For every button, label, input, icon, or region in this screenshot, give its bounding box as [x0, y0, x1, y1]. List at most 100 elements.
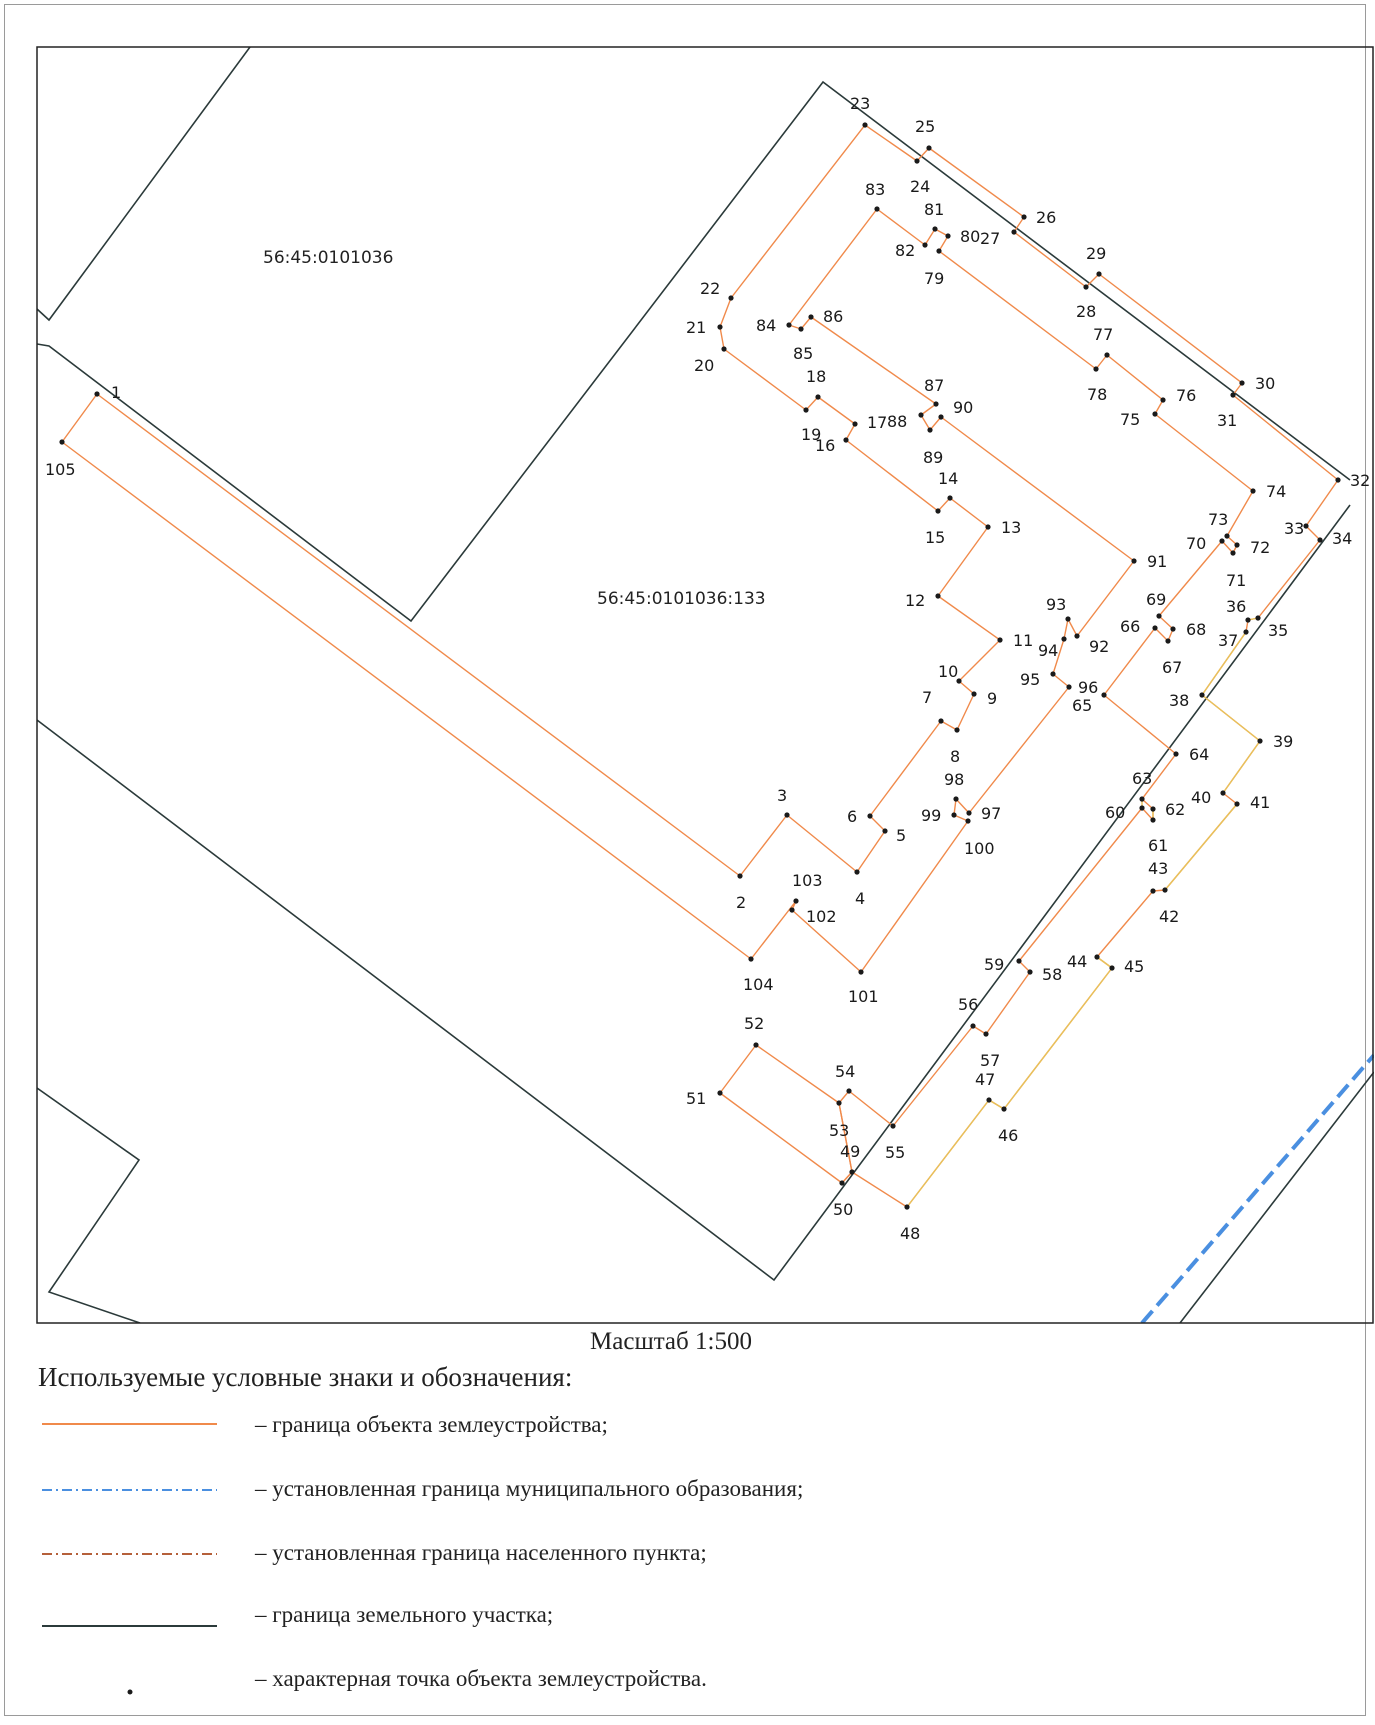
characteristic-point-104: [748, 956, 754, 962]
characteristic-point-5: [882, 828, 888, 834]
parcel-boundaries: [37, 47, 1374, 1323]
point-label-21: 21: [686, 318, 706, 337]
characteristic-point-49: [849, 1169, 855, 1175]
characteristic-point-32: [1335, 477, 1341, 483]
characteristic-point-29: [1096, 271, 1102, 277]
point-label-32: 32: [1350, 471, 1370, 490]
characteristic-point-swatch: [127, 1689, 133, 1695]
characteristic-point-52: [753, 1042, 759, 1048]
characteristic-point-8: [954, 727, 960, 733]
point-label-67: 67: [1162, 658, 1182, 677]
point-label-24: 24: [910, 177, 930, 196]
point-label-40: 40: [1191, 788, 1211, 807]
point-label-20: 20: [694, 356, 714, 375]
legend-label: – характерная точка объекта землеустройс…: [255, 1666, 707, 1691]
point-label-100: 100: [964, 839, 995, 858]
point-label-41: 41: [1250, 793, 1270, 812]
characteristic-point-65: [1101, 692, 1107, 698]
point-label-30: 30: [1255, 374, 1275, 393]
characteristic-point-51: [717, 1090, 723, 1096]
characteristic-point-26: [1021, 214, 1027, 220]
characteristic-point-76: [1160, 397, 1166, 403]
point-label-58: 58: [1042, 965, 1062, 984]
characteristic-point-23: [862, 122, 868, 128]
legend-label: – установленная граница населенного пунк…: [255, 1540, 707, 1565]
point-label-76: 76: [1176, 386, 1196, 405]
point-label-78: 78: [1087, 385, 1107, 404]
characteristic-point-31: [1230, 392, 1236, 398]
point-label-8: 8: [950, 747, 960, 766]
object-boundary-segment: [906, 1099, 990, 1208]
point-label-23: 23: [850, 94, 870, 113]
characteristic-point-11: [997, 637, 1003, 643]
point-label-89: 89: [923, 448, 943, 467]
characteristic-point-35: [1255, 615, 1261, 621]
characteristic-point-74: [1250, 488, 1256, 494]
characteristic-point-48: [904, 1204, 910, 1210]
characteristic-point-10: [956, 678, 962, 684]
characteristic-point-47: [986, 1097, 992, 1103]
characteristic-point-72: [1234, 542, 1240, 548]
characteristic-point-7: [938, 718, 944, 724]
characteristic-point-33: [1303, 523, 1309, 529]
point-label-59: 59: [984, 955, 1004, 974]
point-label-99: 99: [921, 806, 941, 825]
point-label-48: 48: [900, 1224, 920, 1243]
object-boundary-line: [719, 1044, 853, 1184]
municipal-boundary-line: [1140, 1053, 1374, 1323]
point-label-84: 84: [756, 316, 776, 335]
characteristic-point-22: [728, 295, 734, 301]
characteristic-point-92: [1074, 633, 1080, 639]
point-label-57: 57: [980, 1051, 1000, 1070]
characteristic-point-2: [737, 873, 743, 879]
characteristic-point-87: [933, 401, 939, 407]
point-label-54: 54: [835, 1062, 855, 1081]
characteristic-point-53: [836, 1100, 842, 1106]
characteristic-point-101: [858, 969, 864, 975]
characteristic-point-88: [918, 412, 924, 418]
legend-item-object-boundary: – граница объекта землеустройства;: [0, 1410, 1375, 1450]
point-label-9: 9: [987, 689, 997, 708]
parcel-boundary-line: [37, 1087, 141, 1323]
characteristic-point-81: [932, 226, 938, 232]
point-label-71: 71: [1226, 571, 1246, 590]
characteristic-point-63: [1139, 796, 1145, 802]
point-label-33: 33: [1284, 519, 1304, 538]
characteristic-point-59: [1016, 958, 1022, 964]
characteristic-point-55: [890, 1123, 896, 1129]
legend-label: – граница объекта землеустройства;: [255, 1412, 608, 1437]
point-label-74: 74: [1266, 482, 1286, 501]
characteristic-point-50: [839, 1180, 845, 1186]
point-label-80: 80: [960, 227, 980, 246]
characteristic-point-82: [922, 242, 928, 248]
point-label-83: 83: [865, 180, 885, 199]
characteristic-point-25: [926, 145, 932, 151]
point-label-12: 12: [905, 591, 925, 610]
legend-item-parcel-boundary: – граница земельного участка;: [0, 1600, 1375, 1640]
characteristic-point-73: [1224, 533, 1230, 539]
point-label-16: 16: [815, 436, 835, 455]
point-label-1: 1: [111, 383, 121, 402]
object-boundary-swatch: [42, 1423, 217, 1425]
point-label-5: 5: [896, 826, 906, 845]
characteristic-point-41: [1234, 801, 1240, 807]
characteristic-point-78: [1093, 366, 1099, 372]
legend-item-characteristic-point: – характерная точка объекта землеустройс…: [0, 1664, 1375, 1704]
point-label-13: 13: [1001, 518, 1021, 537]
parcel-boundary-line: [37, 80, 1351, 623]
point-label-69: 69: [1146, 590, 1166, 609]
characteristic-point-64: [1173, 751, 1179, 757]
point-label-14: 14: [938, 469, 958, 488]
point-label-46: 46: [998, 1126, 1018, 1145]
map-frame: [36, 46, 1374, 1324]
characteristic-point-94: [1061, 636, 1067, 642]
characteristic-point-100: [965, 818, 971, 824]
characteristic-point-37: [1243, 629, 1249, 635]
characteristic-point-95: [1050, 671, 1056, 677]
point-label-63: 63: [1132, 769, 1152, 788]
point-label-60: 60: [1105, 803, 1125, 822]
characteristic-point-42: [1162, 887, 1168, 893]
characteristic-point-38: [1199, 692, 1205, 698]
characteristic-point-91: [1131, 558, 1137, 564]
point-label-34: 34: [1332, 529, 1352, 548]
